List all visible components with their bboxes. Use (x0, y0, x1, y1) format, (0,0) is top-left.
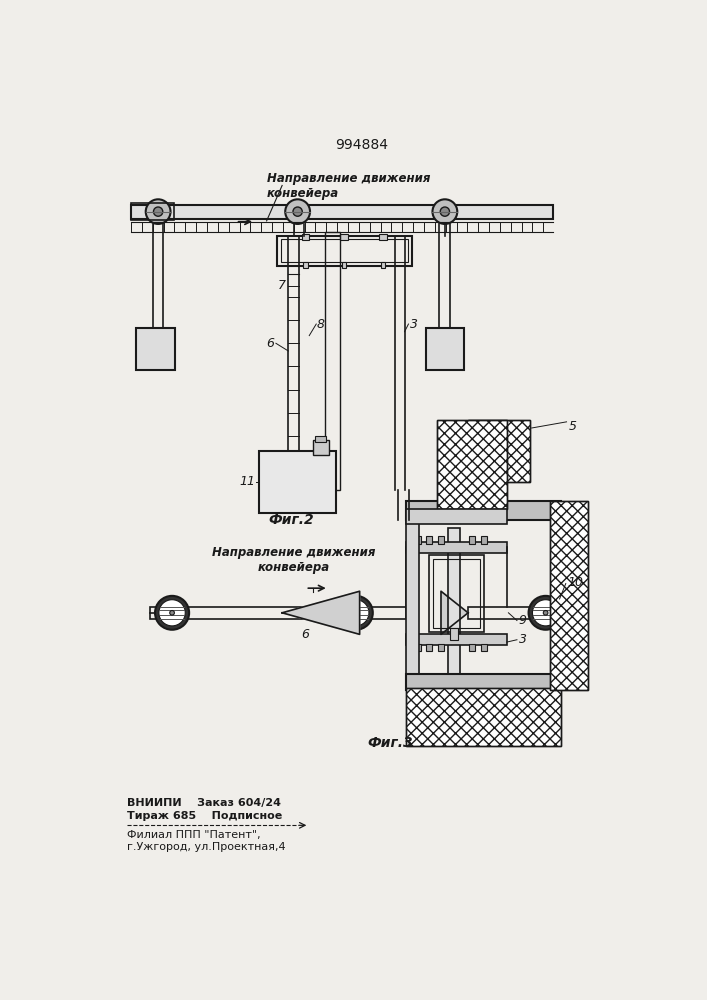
Polygon shape (441, 591, 468, 634)
Text: Филиал ППП "Патент",: Филиал ППП "Патент", (127, 830, 261, 840)
Circle shape (155, 596, 189, 630)
Text: 3: 3 (410, 318, 418, 331)
Text: 10: 10 (567, 576, 583, 588)
Text: 11: 11 (239, 475, 255, 488)
Text: 3: 3 (518, 633, 527, 646)
Bar (414, 536, 421, 544)
Bar (380, 262, 385, 268)
Bar (259, 451, 337, 513)
Bar (301, 234, 309, 240)
Bar (438, 644, 444, 651)
Text: Фиг.2: Фиг.2 (269, 513, 314, 527)
Text: 6: 6 (267, 337, 274, 350)
Text: 8: 8 (317, 318, 325, 331)
Bar (406, 542, 507, 553)
Circle shape (532, 600, 559, 626)
Bar (406, 674, 561, 690)
Bar (437, 420, 507, 509)
Bar (151, 607, 406, 619)
Bar (426, 536, 433, 544)
Text: Тираж 685    Подписное: Тираж 685 Подписное (127, 811, 282, 821)
Circle shape (159, 600, 185, 626)
Bar (406, 520, 419, 674)
Text: 5: 5 (569, 420, 577, 433)
Text: 9: 9 (518, 614, 527, 627)
Text: 7: 7 (278, 279, 286, 292)
Bar (281, 239, 409, 262)
Bar (406, 688, 561, 746)
Bar (406, 634, 507, 645)
Bar (136, 328, 175, 370)
Bar (438, 536, 444, 544)
Bar (325, 232, 340, 490)
Circle shape (343, 600, 369, 626)
Circle shape (285, 199, 310, 224)
Circle shape (354, 610, 358, 615)
Bar (315, 436, 327, 442)
Bar (468, 607, 561, 619)
Bar (481, 536, 486, 544)
Bar (469, 644, 475, 651)
Circle shape (339, 596, 373, 630)
Text: Фиг.3: Фиг.3 (368, 736, 414, 750)
Bar (379, 234, 387, 240)
Polygon shape (282, 591, 360, 634)
Bar (468, 420, 530, 482)
Circle shape (543, 610, 548, 615)
Bar (131, 203, 174, 220)
Bar (549, 501, 588, 690)
Bar (549, 501, 588, 690)
Circle shape (529, 596, 563, 630)
Bar (406, 509, 507, 524)
Bar (414, 644, 421, 651)
Circle shape (440, 207, 450, 216)
Text: г.Ужгород, ул.Проектная,4: г.Ужгород, ул.Проектная,4 (127, 842, 286, 852)
Bar (341, 262, 346, 268)
Bar (406, 688, 561, 746)
Text: Направление движения
конвейера: Направление движения конвейера (212, 546, 375, 574)
Bar (437, 420, 507, 509)
Bar (131, 205, 554, 219)
Bar (448, 528, 460, 705)
Circle shape (293, 207, 303, 216)
Bar (426, 328, 464, 370)
Bar (429, 555, 484, 632)
Text: 6: 6 (301, 628, 310, 641)
Bar (406, 501, 561, 520)
Bar (276, 235, 412, 266)
Circle shape (146, 199, 170, 224)
Bar (426, 644, 433, 651)
Bar (433, 559, 480, 628)
Circle shape (170, 610, 175, 615)
Circle shape (153, 207, 163, 216)
Bar (450, 628, 458, 640)
Bar (313, 440, 329, 455)
Bar (340, 234, 348, 240)
Text: 994884: 994884 (335, 138, 388, 152)
Bar (303, 262, 308, 268)
Bar (468, 420, 530, 482)
Bar (469, 536, 475, 544)
Circle shape (433, 199, 457, 224)
Text: Направление движения
конвейера: Направление движения конвейера (267, 172, 430, 200)
Text: ВНИИПИ    Заказ 604/24: ВНИИПИ Заказ 604/24 (127, 798, 281, 808)
Bar (481, 644, 486, 651)
